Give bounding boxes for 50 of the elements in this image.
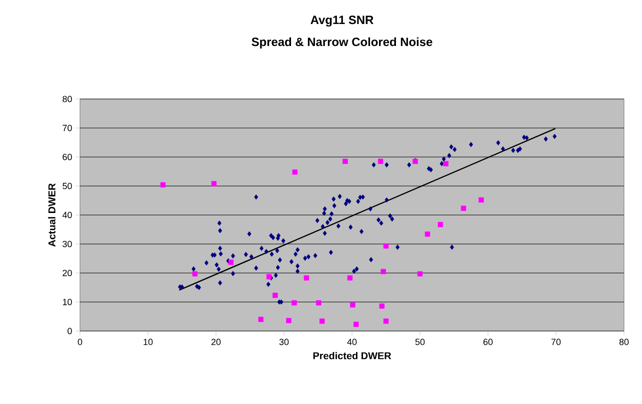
y-tick-label: 70 <box>62 124 72 132</box>
y-tick-label: 50 <box>62 182 72 190</box>
x-tick-label: 10 <box>144 338 153 346</box>
point <box>353 322 359 327</box>
y-tick-label: 80 <box>62 96 72 102</box>
x-axis-title: Predicted DWER <box>313 352 392 360</box>
point <box>460 206 466 211</box>
x-tick-label: 80 <box>619 338 629 346</box>
y-tick-label: 60 <box>62 154 72 160</box>
point <box>383 318 389 324</box>
x-tick-label: 50 <box>415 338 425 346</box>
chart-title: Avg11 SNR <box>310 16 374 27</box>
point <box>211 181 217 186</box>
point <box>443 161 448 166</box>
x-tick-label: 20 <box>211 338 221 346</box>
point <box>272 292 278 298</box>
point <box>378 158 384 164</box>
y-tick-label: 30 <box>62 240 72 248</box>
point <box>438 222 443 228</box>
point <box>342 158 348 164</box>
x-tick-label: 40 <box>347 338 357 346</box>
point <box>258 316 264 322</box>
point <box>192 271 198 276</box>
point <box>350 302 356 308</box>
x-tick-label: 70 <box>551 338 561 346</box>
x-tick-label: 60 <box>483 338 493 346</box>
point <box>266 274 272 280</box>
point <box>292 300 297 306</box>
point <box>228 260 234 265</box>
y-tick-label: 40 <box>62 212 72 218</box>
point <box>319 318 325 324</box>
point <box>286 318 292 324</box>
y-tick-label: 10 <box>62 298 72 306</box>
x-tick-label: 0 <box>78 338 82 346</box>
point <box>383 243 389 249</box>
chart-subtitle: Spread & Narrow Colored Noise <box>252 37 432 48</box>
point <box>347 275 353 281</box>
y-axis-title: Actual DWER <box>48 183 56 247</box>
point <box>304 275 310 281</box>
point <box>478 197 484 203</box>
point <box>316 300 322 306</box>
y-tick-label: 0 <box>68 328 72 334</box>
x-tick-label: 30 <box>279 338 289 346</box>
point <box>380 268 386 274</box>
point <box>160 182 166 188</box>
point <box>424 232 430 237</box>
point <box>417 271 423 276</box>
point <box>292 169 298 175</box>
y-tick-label: 20 <box>62 270 72 276</box>
point <box>379 303 385 309</box>
